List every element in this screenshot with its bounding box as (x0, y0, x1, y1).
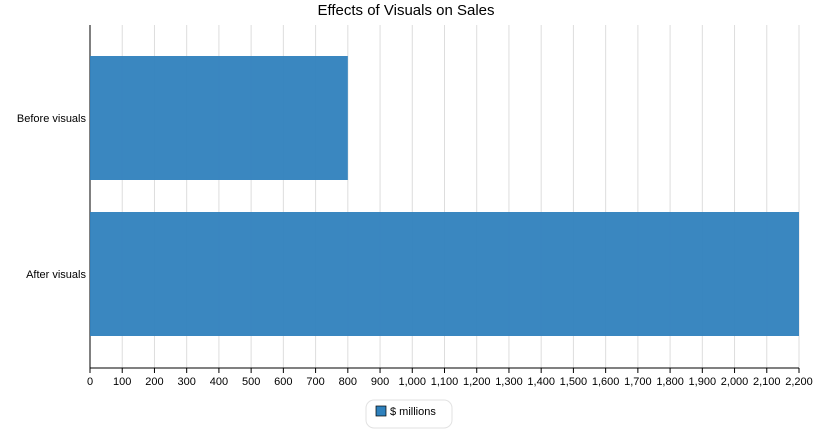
x-tick-label: 400 (210, 376, 228, 388)
x-tick-label: 1,000 (399, 376, 427, 388)
x-tick-label: 1,500 (560, 376, 588, 388)
x-tick-label: 1,400 (527, 376, 555, 388)
legend-box (365, 399, 453, 429)
x-tick-label: 1,100 (431, 376, 459, 388)
chart-title: Effects of Visuals on Sales (317, 2, 494, 19)
y-tick-label: After visuals (26, 269, 86, 281)
x-tick-label: 700 (306, 376, 324, 388)
y-tick-label: Before visuals (17, 113, 87, 125)
x-tick-label: 2,100 (753, 376, 781, 388)
x-tick-label: 0 (87, 376, 93, 388)
x-tick-label: 2,200 (785, 376, 813, 388)
bar (90, 212, 799, 336)
x-tick-label: 2,000 (721, 376, 749, 388)
bar (90, 56, 348, 180)
x-tick-label: 200 (145, 376, 163, 388)
x-tick-label: 1,600 (592, 376, 620, 388)
x-tick-label: 800 (339, 376, 357, 388)
x-tick-label: 1,300 (495, 376, 523, 388)
x-tick-label: 1,900 (689, 376, 717, 388)
legend-swatch (375, 405, 387, 417)
x-tick-label: 300 (178, 376, 196, 388)
x-tick-label: 1,700 (624, 376, 652, 388)
x-tick-label: 500 (242, 376, 260, 388)
x-tick-label: 1,200 (463, 376, 491, 388)
x-tick-label: 600 (274, 376, 292, 388)
x-tick-label: 1,800 (656, 376, 684, 388)
x-tick-label: 100 (113, 376, 131, 388)
x-tick-label: 900 (371, 376, 389, 388)
legend-label: $ millions (390, 406, 436, 418)
